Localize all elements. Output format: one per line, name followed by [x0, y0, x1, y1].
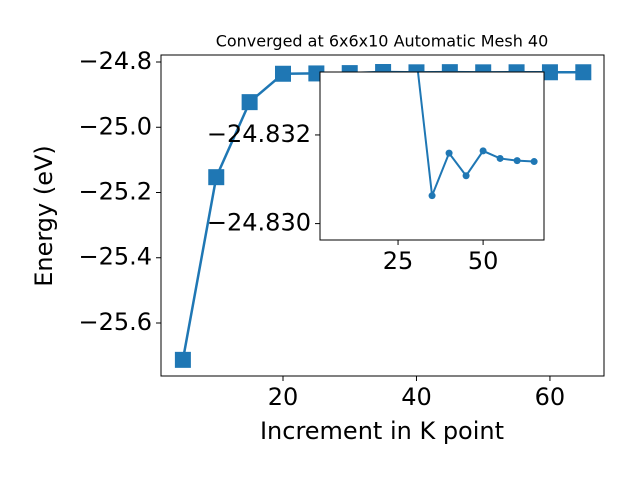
y-tick-label: −25.4: [78, 243, 152, 271]
data-point: [575, 64, 592, 81]
plot-area: [320, 72, 544, 240]
data-point: [541, 64, 558, 81]
data-point: [428, 192, 436, 200]
data-point: [496, 154, 504, 162]
y-axis-label: Energy (eV): [30, 145, 58, 287]
series-group: [416, 72, 538, 200]
data-point: [208, 169, 225, 186]
x-tick-label: 40: [401, 383, 432, 411]
y-tick-label: −24.830: [207, 209, 311, 237]
x-tick-label: 25: [383, 247, 414, 275]
axes-frame: [160, 54, 605, 377]
data-point: [513, 157, 521, 165]
x-tick-label: 20: [268, 383, 299, 411]
y-tick-label: −25.0: [78, 112, 152, 140]
data-point: [462, 172, 470, 180]
data-point: [479, 147, 487, 155]
y-tick-label: −25.2: [78, 178, 152, 206]
x-tick-label: 60: [535, 383, 566, 411]
data-point: [274, 65, 291, 82]
chart-title: Converged at 6x6x10 Automatic Mesh 40: [216, 32, 549, 51]
y-tick-label: −24.832: [207, 120, 311, 148]
data-point: [445, 149, 453, 157]
data-point: [174, 351, 191, 368]
y-tick-label: −25.6: [78, 308, 152, 336]
axes-frame: [319, 71, 545, 241]
x-tick-label: 50: [468, 247, 499, 275]
data-point: [241, 94, 258, 111]
y-tick-label: −24.8: [78, 47, 152, 75]
data-point: [530, 158, 538, 166]
x-axis-label: Increment in K point: [260, 417, 504, 445]
